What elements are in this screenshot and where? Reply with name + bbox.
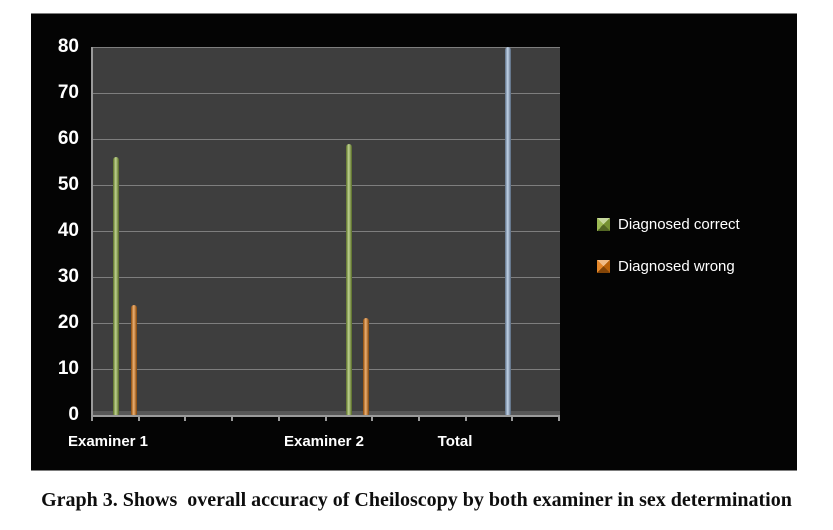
gridline bbox=[93, 185, 560, 186]
y-axis-label: 40 bbox=[57, 220, 79, 241]
axis-tick bbox=[277, 415, 280, 421]
axis-tick bbox=[417, 415, 420, 421]
gridline bbox=[93, 277, 560, 278]
legend-marker-diagnosed-correct-icon bbox=[597, 218, 610, 231]
y-axis-label: 80 bbox=[57, 36, 79, 57]
y-axis-label: 10 bbox=[57, 358, 79, 379]
axis-tick bbox=[231, 415, 234, 421]
legend-label: Diagnosed wrong bbox=[618, 258, 735, 275]
chart-caption: Graph 3. Shows overall accuracy of Cheil… bbox=[41, 489, 792, 511]
axis-tick bbox=[324, 415, 327, 421]
chart: 80 70 60 50 40 30 20 10 0 Examiner 1 Examiner 2 To… bbox=[31, 13, 797, 471]
gridline bbox=[93, 139, 560, 140]
axis-tick bbox=[91, 415, 93, 421]
y-axis-label: 50 bbox=[57, 174, 79, 195]
bar-diagnosed-correct-examiner-2 bbox=[346, 143, 352, 415]
bar-total-total bbox=[505, 47, 511, 415]
axis-tick bbox=[464, 415, 467, 421]
y-axis-label: 70 bbox=[57, 82, 79, 103]
bar-diagnosed-correct-examiner-1 bbox=[113, 157, 119, 415]
y-axis-label: 0 bbox=[68, 404, 79, 425]
gridline bbox=[93, 323, 560, 324]
gridline bbox=[93, 369, 560, 370]
y-axis-label: 30 bbox=[57, 266, 79, 287]
x-axis-label-examiner-2: Examiner 2 bbox=[283, 433, 365, 450]
legend-label: Diagnosed correct bbox=[618, 216, 740, 233]
gridline bbox=[93, 93, 560, 94]
gridline bbox=[93, 231, 560, 232]
bar-diagnosed-wrong-examiner-2 bbox=[363, 318, 369, 415]
plot-floor bbox=[93, 411, 560, 415]
y-axis-label: 60 bbox=[57, 128, 79, 149]
x-axis-label-total: Total bbox=[437, 433, 473, 450]
legend-marker-diagnosed-wrong-icon bbox=[597, 260, 610, 273]
axis-tick bbox=[511, 415, 514, 421]
axis-tick bbox=[184, 415, 187, 421]
y-axis-label: 20 bbox=[57, 312, 79, 333]
axis-tick bbox=[371, 415, 374, 421]
legend-item-diagnosed-correct: Diagnosed correct bbox=[597, 216, 740, 233]
bar-diagnosed-wrong-examiner-1 bbox=[131, 304, 137, 415]
legend-item-diagnosed-wrong: Diagnosed wrong bbox=[597, 258, 735, 275]
gridline bbox=[93, 47, 560, 48]
plot-area bbox=[91, 47, 560, 417]
x-axis-label-examiner-1: Examiner 1 bbox=[67, 433, 149, 450]
axis-tick bbox=[558, 415, 560, 421]
axis-tick bbox=[137, 415, 140, 421]
